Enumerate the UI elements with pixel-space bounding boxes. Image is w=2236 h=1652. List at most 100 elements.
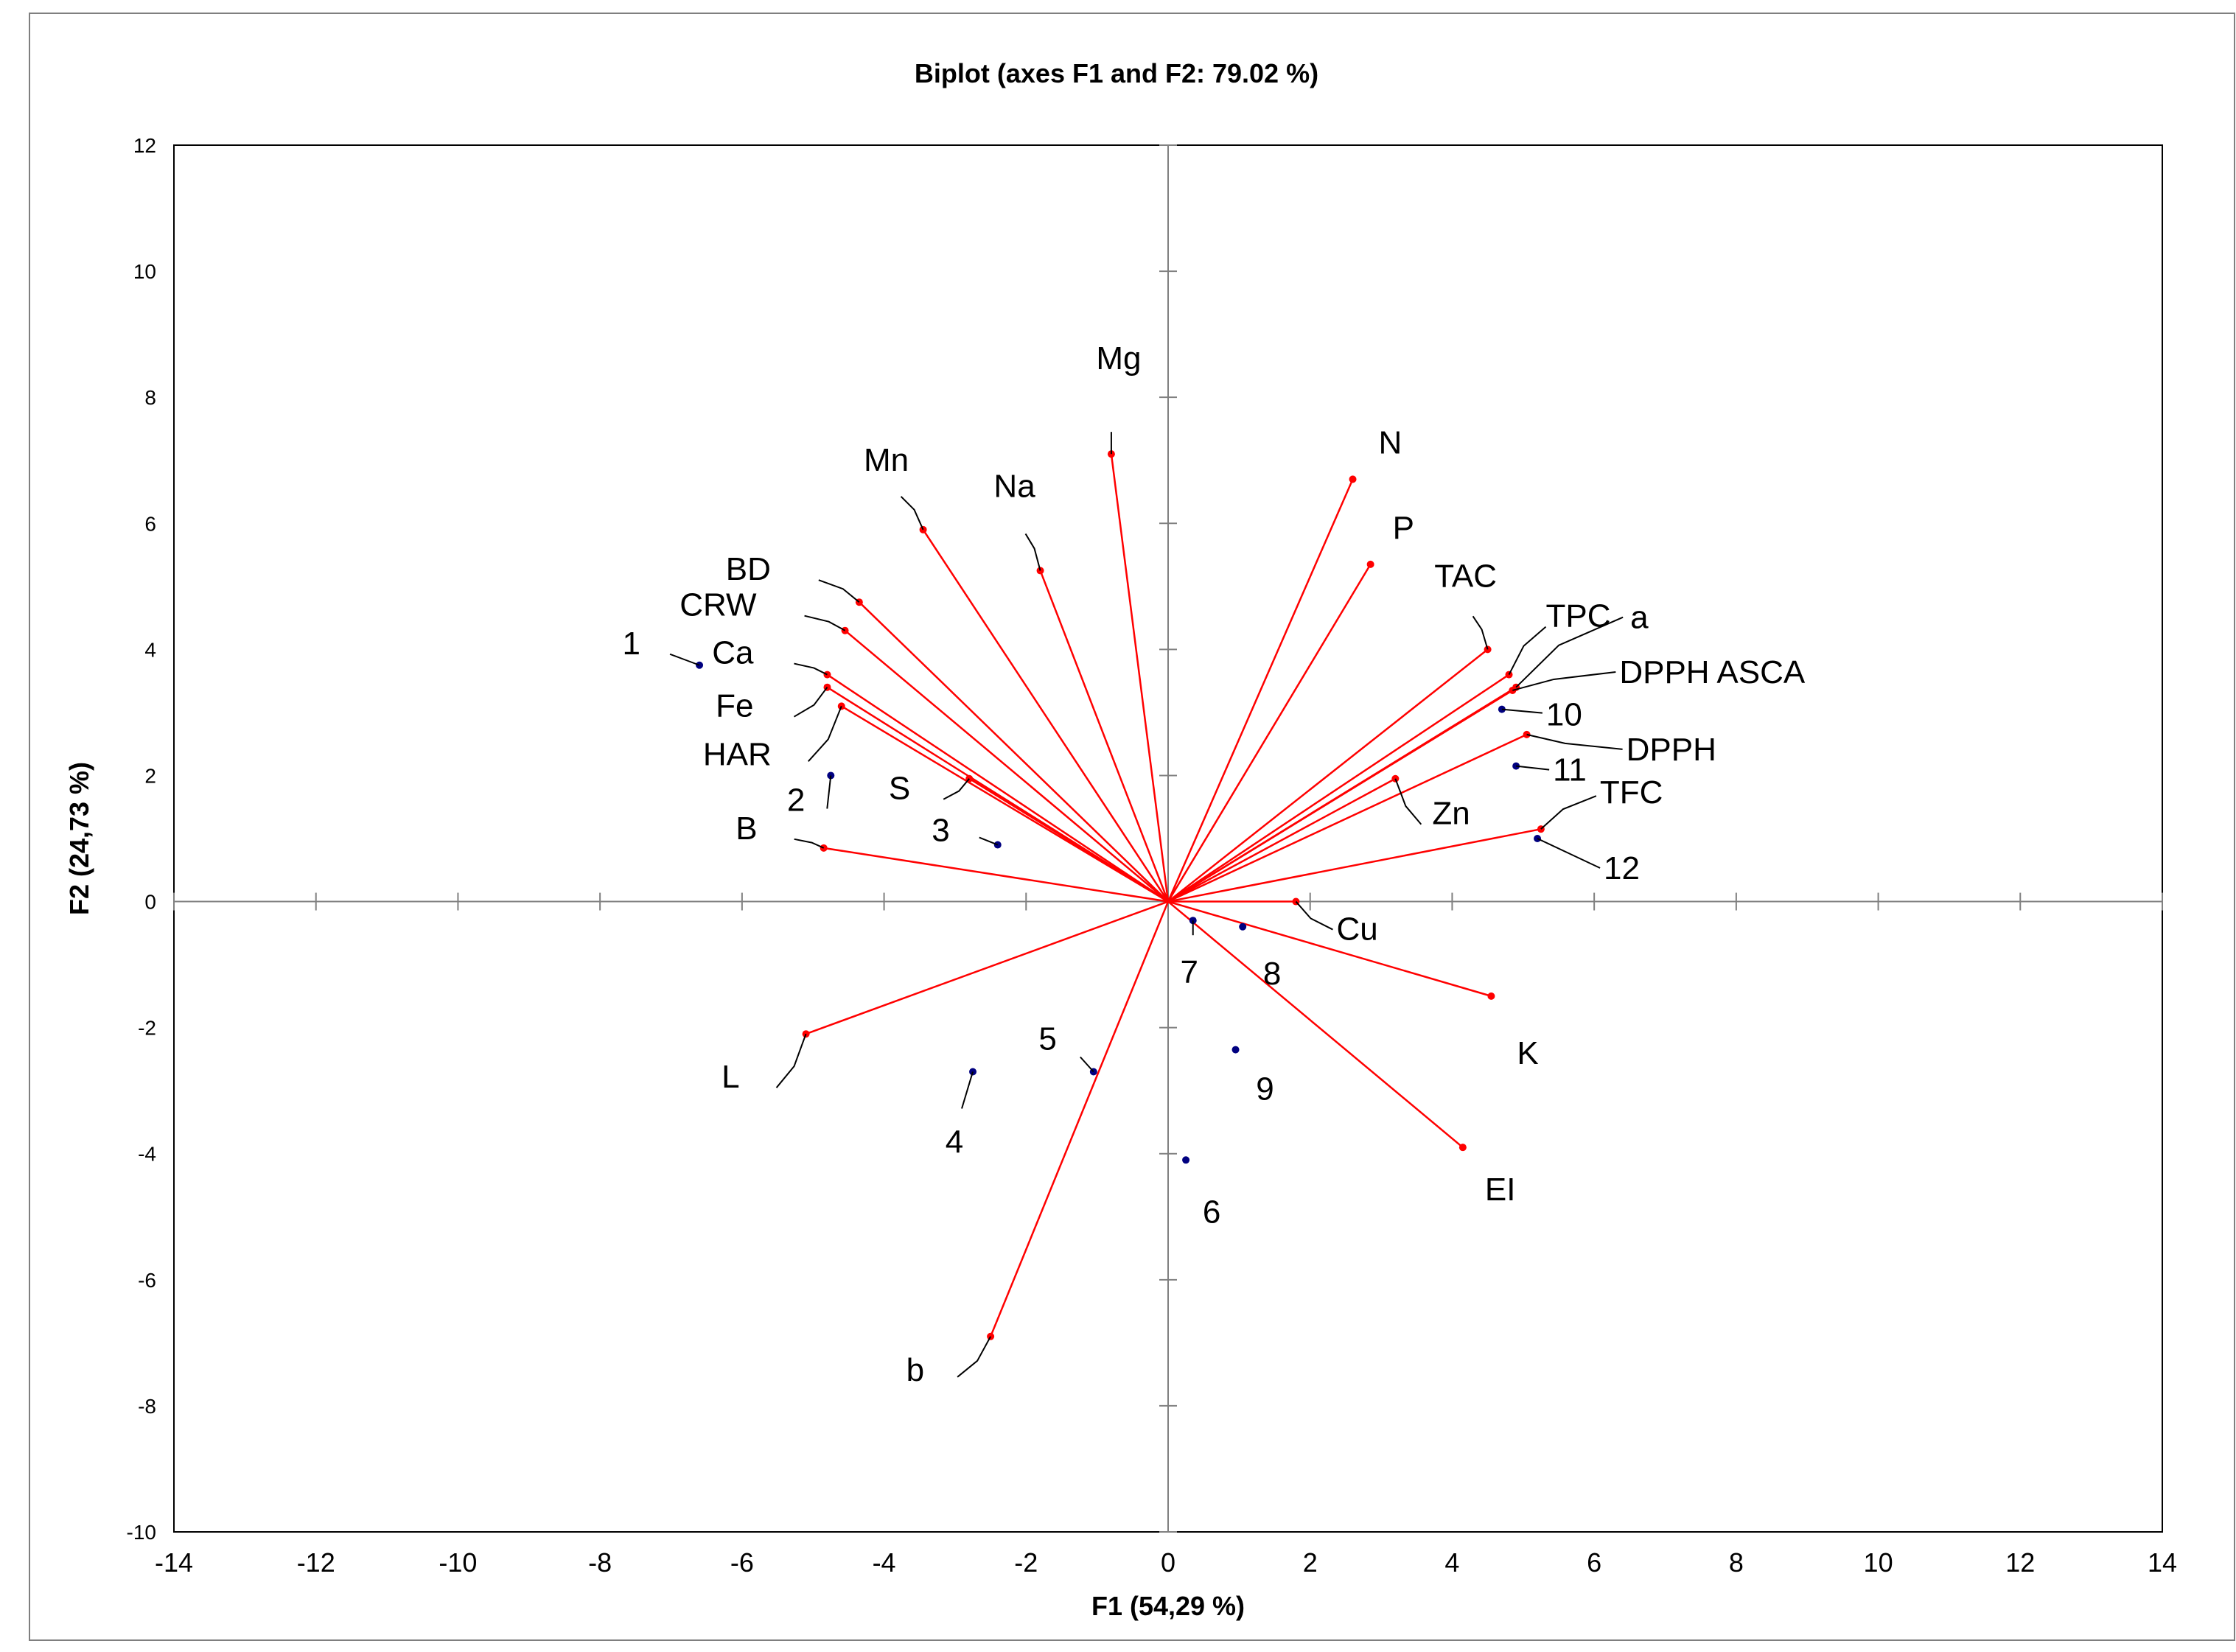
leader-obs-10	[1501, 708, 1543, 714]
vector-p	[1167, 564, 1372, 903]
variable-label-har: HAR	[703, 736, 772, 772]
vector-tip-p	[1366, 560, 1374, 568]
leader-tfc	[1540, 795, 1597, 830]
leader-fe	[793, 687, 828, 718]
leader-obs-3	[979, 836, 999, 846]
y-axis-label: F2 (24,73 %)	[64, 762, 94, 915]
y-tick-label: -6	[138, 1269, 156, 1292]
variable-label-na: Na	[993, 468, 1035, 504]
x-tick-label: 8	[1729, 1547, 1744, 1578]
observation-label-1: 1	[623, 626, 640, 662]
x-tick-label: -10	[439, 1547, 477, 1578]
chart-title: Biplot (axes F1 and F2: 79.02 %)	[915, 58, 1318, 88]
variable-label-s: S	[889, 771, 910, 807]
leader-l	[775, 1033, 807, 1088]
observation-label-2: 2	[787, 782, 805, 818]
variable-label-k: K	[1517, 1035, 1538, 1071]
observation-point-8	[1239, 923, 1247, 931]
leader-obs-4	[961, 1071, 974, 1109]
x-tick-label: 10	[1864, 1547, 1893, 1578]
vector-bd	[858, 601, 1169, 903]
chart-frame	[29, 13, 2235, 1641]
vector-b	[989, 901, 1170, 1337]
x-tick-label: -8	[588, 1547, 612, 1578]
variable-label-ca: Ca	[712, 635, 754, 671]
observation-label-4: 4	[946, 1124, 963, 1161]
vector-na	[1039, 570, 1170, 902]
x-tick-label: -2	[1014, 1547, 1038, 1578]
x-tick-label: -14	[155, 1547, 193, 1578]
variable-label-b: b	[906, 1352, 924, 1388]
y-tick-label: 12	[133, 134, 156, 157]
x-axis-label: F1 (54,29 %)	[1091, 1591, 1245, 1621]
observation-label-6: 6	[1203, 1194, 1220, 1230]
leader-na	[1024, 533, 1041, 571]
leader-zn	[1394, 778, 1422, 825]
x-tick-label: -12	[297, 1547, 335, 1578]
vector-b	[823, 847, 1169, 903]
variable-label-dpph: DPPH	[1627, 732, 1716, 768]
observation-point-6	[1182, 1156, 1190, 1164]
vector-tip-ei	[1458, 1144, 1467, 1152]
variable-label-n: N	[1379, 424, 1402, 461]
vector-tip-tpc	[1505, 671, 1513, 679]
leader-b	[794, 838, 825, 849]
leader-cu	[1295, 900, 1333, 931]
vector-ei	[1167, 900, 1464, 1149]
vector-ca	[826, 673, 1169, 903]
vector-tpc	[1167, 673, 1510, 903]
leader-dpph-asca	[1512, 671, 1616, 691]
x-tick-label: 6	[1587, 1547, 1601, 1578]
vector-mg	[1110, 454, 1170, 902]
leader-obs-1	[669, 653, 700, 666]
leader-har	[808, 705, 842, 763]
observation-point-9	[1231, 1046, 1240, 1054]
observation-label-3: 3	[932, 813, 949, 849]
y-tick-label: 0	[144, 891, 156, 914]
variable-label-b: B	[736, 811, 757, 847]
y-tick-label: 4	[144, 638, 156, 661]
observation-label-5: 5	[1038, 1021, 1056, 1057]
x-tick-label: 12	[2005, 1547, 2035, 1578]
observation-label-9: 9	[1256, 1071, 1274, 1107]
variable-label-bd: BD	[726, 551, 771, 587]
variable-label-a: a	[1630, 600, 1649, 636]
vector-l	[806, 900, 1169, 1035]
leader-ca	[794, 662, 828, 676]
variable-label-tfc: TFC	[1600, 774, 1663, 811]
leader-dpph	[1526, 733, 1623, 750]
x-tick-label: 4	[1444, 1547, 1459, 1578]
y-tick-label: 6	[144, 512, 156, 535]
vector-har	[841, 705, 1169, 903]
variable-label-ei: EI	[1485, 1172, 1516, 1208]
vector-tip-k	[1487, 992, 1495, 1000]
leader-obs-11	[1516, 765, 1550, 771]
leader-obs-5	[1080, 1056, 1094, 1073]
vector-tip-n	[1349, 475, 1357, 483]
x-tick-label: -4	[873, 1547, 896, 1578]
leader-mn	[900, 496, 924, 531]
variable-label-dpph-asca: DPPH ASCA	[1619, 654, 1806, 690]
x-tick-label: -6	[730, 1547, 754, 1578]
leader-b	[957, 1336, 991, 1378]
y-tick-label: -4	[138, 1143, 156, 1166]
y-tick-label: -2	[138, 1017, 156, 1040]
axes-layer: -14 -12 -10 -8 -6 -4 -2 0 2 4 6 8 10 12 14-10-8-6-4-20…	[127, 134, 2177, 1578]
observation-label-8: 8	[1263, 956, 1281, 992]
x-tick-label: 0	[1161, 1547, 1175, 1578]
observation-label-12: 12	[1604, 850, 1640, 886]
variable-label-zn: Zn	[1432, 796, 1470, 832]
vector-tfc	[1167, 827, 1542, 903]
leader-a	[1515, 616, 1624, 688]
x-tick-label: 2	[1303, 1547, 1318, 1578]
y-tick-label: 8	[144, 386, 156, 409]
x-tick-label: 14	[2148, 1547, 2177, 1578]
variable-label-crw: CRW	[679, 587, 757, 623]
variable-label-mn: Mn	[864, 442, 909, 478]
y-tick-label: 2	[144, 764, 156, 787]
variable-label-p: P	[1393, 510, 1414, 546]
variable-label-mg: Mg	[1096, 340, 1141, 377]
